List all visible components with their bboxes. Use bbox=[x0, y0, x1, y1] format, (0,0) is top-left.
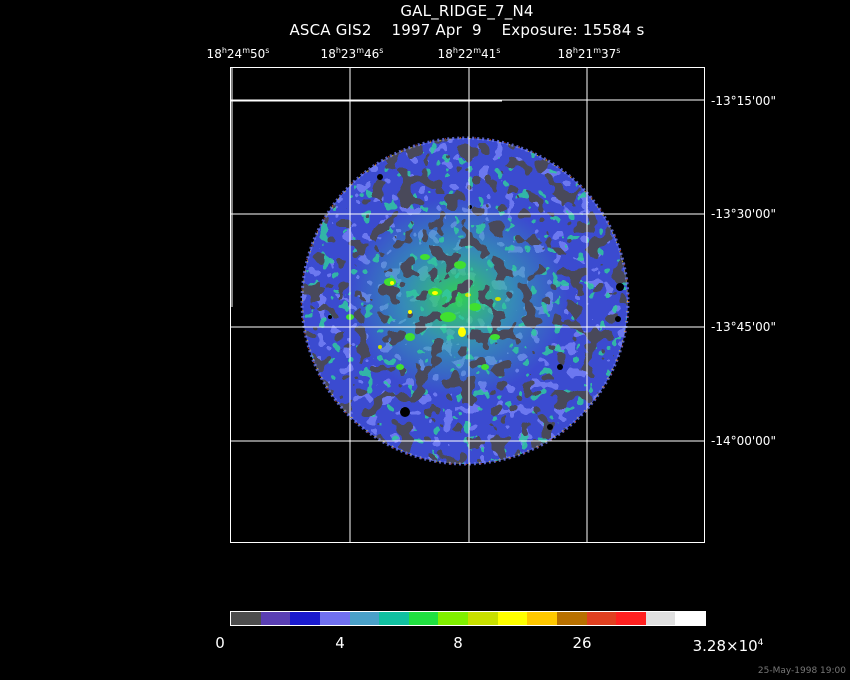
xray-sky-image bbox=[230, 67, 705, 543]
plot-frame bbox=[230, 67, 705, 543]
colorbar-segment bbox=[438, 612, 468, 625]
colorbar-segment bbox=[319, 612, 350, 625]
dec-tick-label: -13°15'00" bbox=[711, 94, 776, 108]
colorbar-segment bbox=[586, 612, 617, 625]
ra-tick-label: 18h23m46s bbox=[320, 46, 384, 61]
coordinate-grid bbox=[230, 67, 705, 543]
colorbar-tick-label: 0 bbox=[215, 634, 225, 652]
colorbar-tick-label: 4 bbox=[335, 634, 345, 652]
colorbar-segment bbox=[556, 612, 587, 625]
colorbar-segment bbox=[408, 612, 439, 625]
colorbar-segment bbox=[290, 612, 320, 625]
dec-tick-label: -14°00'00" bbox=[711, 434, 776, 448]
colorbar-tick-label: 3.28×104 bbox=[692, 637, 764, 655]
colorbar-segment bbox=[379, 612, 409, 625]
colorbar-segment bbox=[349, 612, 380, 625]
ra-tick-label: 18h24m50s bbox=[206, 46, 270, 61]
colorbar-segment bbox=[231, 612, 261, 625]
colorbar-segment bbox=[645, 612, 676, 625]
colorbar-segment bbox=[260, 612, 291, 625]
image-title: GAL_RIDGE_7_N4 bbox=[400, 2, 534, 20]
ra-tick-label: 18h22m41s bbox=[437, 46, 501, 61]
dec-tick-label: -13°30'00" bbox=[711, 207, 776, 221]
colorbar-segment bbox=[468, 612, 498, 625]
colorbar-tick-label: 26 bbox=[572, 634, 592, 652]
observation-subtitle: ASCA GIS2 1997 Apr 9 Exposure: 15584 s bbox=[289, 21, 645, 39]
colorbar-segment bbox=[675, 612, 705, 625]
intensity-colorbar bbox=[230, 611, 706, 626]
timestamp: 25-May-1998 19:00 bbox=[757, 666, 846, 676]
colorbar-tick-label: 8 bbox=[453, 634, 463, 652]
dec-tick-label: -13°45'00" bbox=[711, 320, 776, 334]
colorbar-segment bbox=[527, 612, 557, 625]
ra-tick-label: 18h21m37s bbox=[557, 46, 621, 61]
colorbar-segment bbox=[616, 612, 646, 625]
colorbar-segment bbox=[497, 612, 528, 625]
